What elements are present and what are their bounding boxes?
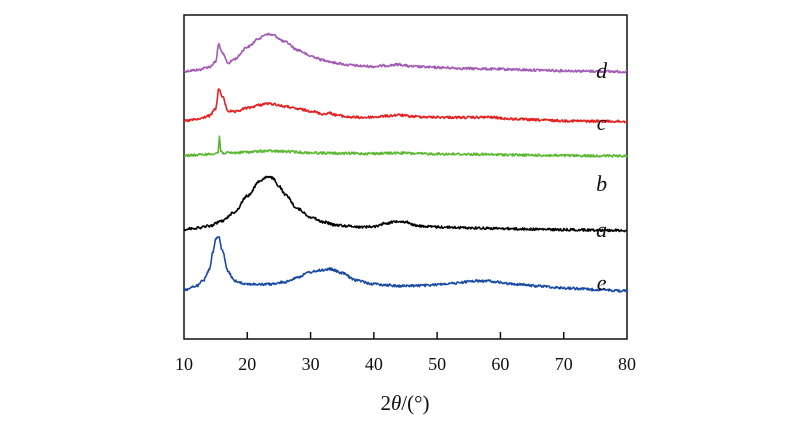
x-tick-label: 20 (238, 354, 256, 374)
x-tick-label: 70 (555, 354, 573, 374)
x-tick-label: 60 (491, 354, 509, 374)
curve-label-d: d (596, 58, 608, 83)
x-axis-title: 2θ/(°) (380, 391, 429, 415)
curve-label-e: e (597, 270, 607, 295)
series-line-b (183, 135, 628, 158)
curve-label-c: c (597, 110, 607, 135)
series-line-d (183, 32, 628, 74)
series-line-e (183, 235, 628, 293)
curve-label-a: a (596, 217, 607, 242)
curve-label-b: b (596, 171, 607, 196)
x-tick-label: 50 (428, 354, 446, 374)
curve-labels: d c ba e (596, 58, 608, 295)
series-line-c (183, 88, 628, 124)
x-tick-label: 80 (618, 354, 636, 374)
x-ticks: 10 20 30 40 50 60 70 80 (175, 332, 636, 374)
plot-area (183, 14, 628, 340)
x-tick-label: 30 (302, 354, 320, 374)
series-line-a (183, 175, 628, 233)
x-tick-label: 40 (365, 354, 383, 374)
series-layer (183, 32, 628, 293)
x-tick-label: 10 (175, 354, 193, 374)
plot-frame (183, 14, 628, 340)
